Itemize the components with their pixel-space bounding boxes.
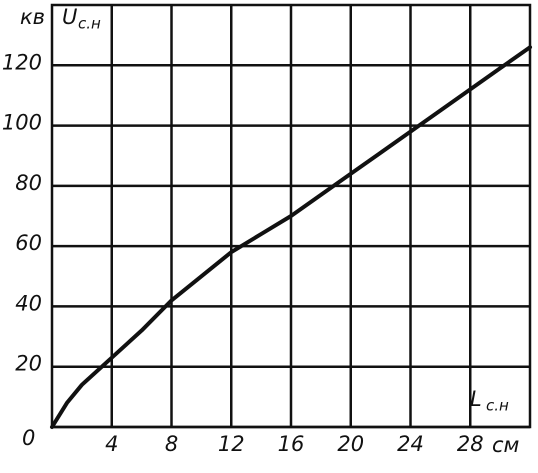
- y-label-sub: с.н: [78, 15, 101, 33]
- x-tick-label: 20: [337, 432, 364, 456]
- x-label-sub: с.н: [486, 397, 509, 415]
- y-tick-label: 60: [15, 231, 42, 255]
- y-tick-label: 120: [2, 50, 42, 74]
- x-tick-label: 24: [397, 432, 424, 456]
- y-tick-label: 100: [2, 111, 42, 135]
- x-tick-label: 16: [278, 432, 305, 456]
- x-tick-label: 4: [105, 432, 118, 456]
- x-tick-label: 28: [457, 432, 484, 456]
- x-label: L: [470, 387, 482, 411]
- y-label: U: [62, 5, 77, 29]
- y-tick-label: 40: [15, 291, 42, 315]
- y-unit: кв: [20, 5, 45, 29]
- y-tick-label: 20: [15, 352, 42, 376]
- data-line: [50, 45, 532, 429]
- y-tick-label: 80: [15, 171, 42, 195]
- x-tick-label: 12: [218, 432, 245, 456]
- x-unit: см: [492, 433, 520, 457]
- x-tick-label: 8: [165, 432, 178, 456]
- y-tick-label: 0: [22, 426, 35, 450]
